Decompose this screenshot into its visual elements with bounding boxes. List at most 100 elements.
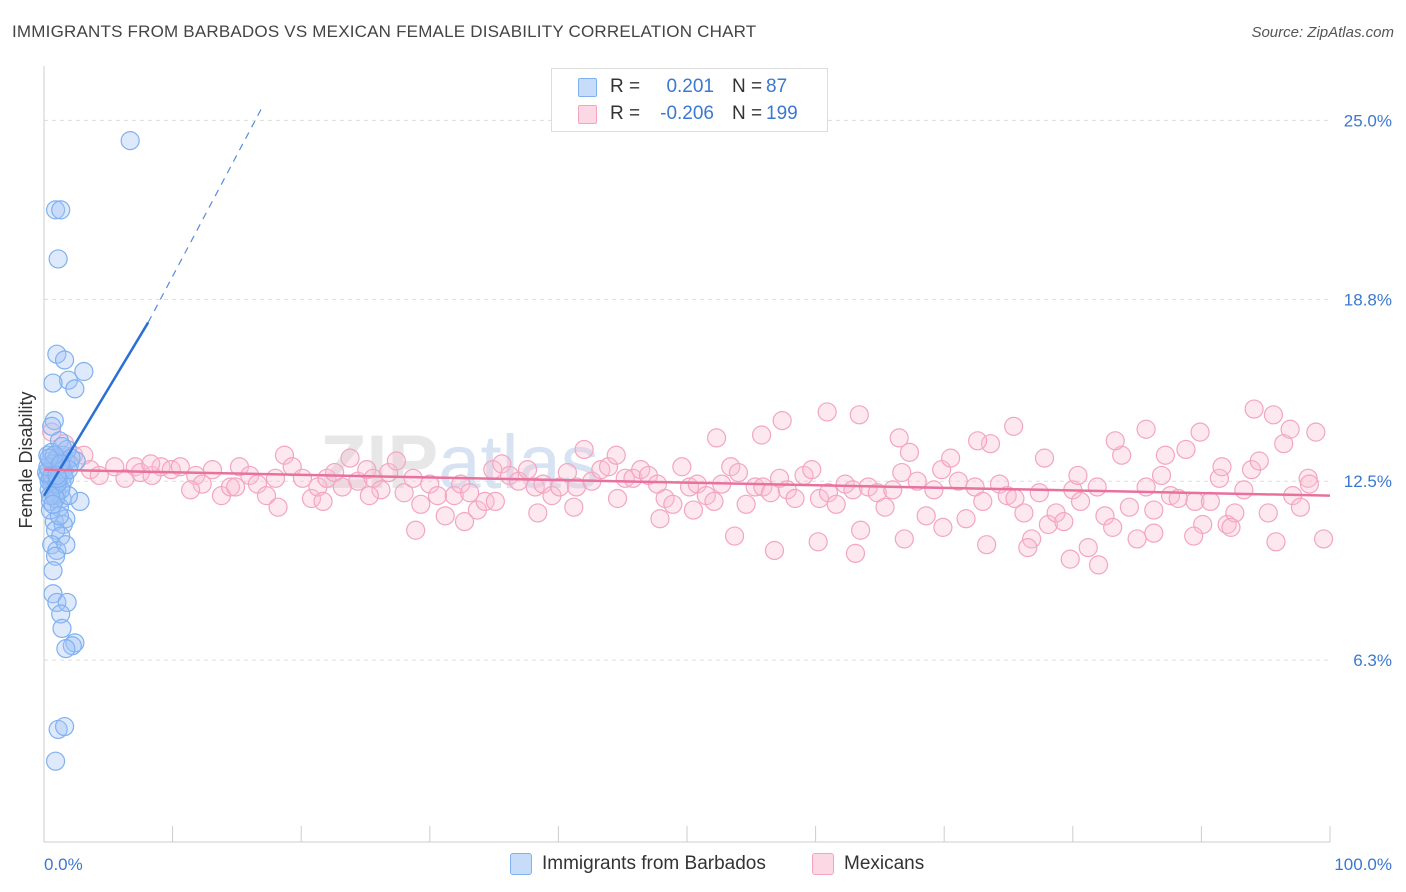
mexicans-point-177 bbox=[1060, 549, 1080, 569]
axes bbox=[43, 66, 1331, 843]
mexicans-point-179 bbox=[977, 535, 997, 555]
mexicans-point-169 bbox=[1244, 399, 1264, 419]
barbados-point-39 bbox=[45, 520, 66, 540]
legend-swatch-pink bbox=[812, 853, 834, 875]
mexicans-points bbox=[42, 399, 1334, 575]
watermark: ZIPatlas bbox=[320, 420, 599, 505]
mexicans-point-118 bbox=[1029, 483, 1049, 503]
mexicans-point-174 bbox=[1184, 526, 1204, 546]
mexicans-point-171 bbox=[1280, 419, 1300, 439]
barbados-point-5 bbox=[54, 350, 75, 370]
mexicans-point-176 bbox=[1088, 555, 1109, 575]
mexicans-point-161 bbox=[1004, 416, 1024, 436]
mexicans-point-163 bbox=[1068, 465, 1088, 486]
mexicans-point-50 bbox=[475, 491, 495, 512]
mexicans-point-80 bbox=[721, 457, 741, 477]
stats-box: R = 0.201 N = 87 R = -0.206 N = 199 bbox=[551, 68, 828, 132]
mexicans-trend-line bbox=[43, 468, 1331, 497]
mexicans-point-77 bbox=[696, 486, 716, 506]
mexicans-point-105 bbox=[924, 480, 944, 500]
n-value: 199 bbox=[766, 103, 798, 124]
r-label: R = bbox=[610, 103, 641, 124]
mexicans-point-108 bbox=[948, 471, 968, 491]
legend-label: Mexicans bbox=[844, 853, 925, 874]
mexicans-point-121 bbox=[1054, 512, 1074, 532]
mexicans-point-157 bbox=[817, 402, 837, 422]
mexicans-point-170 bbox=[1263, 405, 1284, 425]
mexicans-point-175 bbox=[1144, 523, 1164, 543]
barbados-point-2 bbox=[51, 200, 71, 220]
barbados-point-4 bbox=[47, 344, 67, 364]
mexicans-point-46 bbox=[444, 486, 464, 506]
mexicans-point-178 bbox=[1018, 537, 1038, 558]
mexicans-point-197 bbox=[226, 477, 246, 497]
mexicans-point-190 bbox=[528, 503, 548, 523]
chart-title: IMMIGRANTS FROM BARBADOS VS MEXICAN FEMA… bbox=[12, 22, 757, 41]
mexicans-point-192 bbox=[454, 512, 475, 532]
mexicans-point-191 bbox=[485, 491, 505, 512]
y-tick-label-0: 6.3% bbox=[1353, 651, 1392, 670]
mexicans-point-114 bbox=[997, 486, 1017, 506]
mexicans-point-185 bbox=[724, 526, 745, 546]
mexicans-point-155 bbox=[751, 425, 772, 445]
mexicans-point-56 bbox=[525, 477, 545, 497]
mexicans-point-142 bbox=[1225, 503, 1245, 523]
barbados-point-56 bbox=[45, 751, 66, 771]
mexicans-point-124 bbox=[1078, 537, 1098, 558]
r-label: R = bbox=[610, 76, 641, 97]
mexicans-point-130 bbox=[1127, 529, 1147, 549]
barbados-trend-extension bbox=[147, 108, 262, 323]
mexicans-point-39 bbox=[386, 451, 406, 471]
mexicans-point-187 bbox=[650, 509, 670, 529]
mexicans-point-23 bbox=[256, 486, 277, 506]
mexicans-point-168 bbox=[1212, 457, 1232, 477]
mexicans-point-167 bbox=[1190, 422, 1210, 442]
mexicans-point-111 bbox=[973, 491, 993, 512]
mexicans-point-62 bbox=[574, 439, 594, 460]
barbados-point-82 bbox=[43, 494, 63, 514]
mexicans-point-100 bbox=[883, 480, 903, 500]
barbados-point-6 bbox=[74, 361, 94, 382]
mexicans-point-93 bbox=[826, 494, 846, 514]
mexicans-point-159 bbox=[889, 428, 909, 448]
barbados-point-1 bbox=[45, 200, 66, 220]
mexicans-point-196 bbox=[268, 497, 288, 517]
mexicans-point-127 bbox=[1103, 517, 1123, 537]
mexicans-point-96 bbox=[851, 520, 871, 540]
mexicans-point-136 bbox=[1176, 439, 1196, 460]
mexicans-point-195 bbox=[313, 491, 333, 512]
x-tick-label-min: 0.0% bbox=[44, 855, 83, 874]
trend-lines bbox=[42, 108, 1331, 497]
mexicans-point-156 bbox=[772, 410, 792, 431]
mexicans-point-129 bbox=[1119, 497, 1139, 517]
mexicans-point-107 bbox=[941, 448, 961, 468]
mexicans-point-125 bbox=[1087, 477, 1107, 497]
barbados-point-34 bbox=[70, 491, 90, 512]
mexicans-point-143 bbox=[1234, 480, 1254, 500]
mexicans-point-86 bbox=[769, 468, 790, 488]
mexicans-point-66 bbox=[606, 445, 626, 465]
mexicans-point-55 bbox=[517, 460, 538, 480]
barbados-point-3 bbox=[48, 249, 68, 269]
barbados-point-50 bbox=[52, 618, 72, 639]
mexicans-point-28 bbox=[301, 488, 322, 509]
legend-swatch-blue bbox=[510, 853, 532, 875]
barbados-point-44 bbox=[45, 546, 66, 566]
barbados-point-41 bbox=[42, 535, 62, 555]
mexicans-point-60 bbox=[557, 462, 578, 483]
mexicans-point-103 bbox=[907, 471, 927, 491]
y-axis-label: Female Disability bbox=[16, 391, 36, 528]
mexicans-point-30 bbox=[317, 468, 337, 488]
mexicans-point-37 bbox=[371, 480, 391, 500]
pink-swatch bbox=[578, 105, 597, 124]
mexicans-point-109 bbox=[956, 509, 976, 529]
y-tick-label-3: 25.0% bbox=[1344, 111, 1392, 130]
mexicans-point-102 bbox=[899, 442, 920, 462]
mexicans-point-84 bbox=[753, 477, 773, 497]
mexicans-point-82 bbox=[736, 494, 756, 514]
mexicans-point-92 bbox=[818, 483, 839, 503]
mexicans-point-152 bbox=[1306, 422, 1326, 442]
mexicans-point-145 bbox=[1249, 451, 1269, 471]
mexicans-point-123 bbox=[1070, 491, 1091, 512]
